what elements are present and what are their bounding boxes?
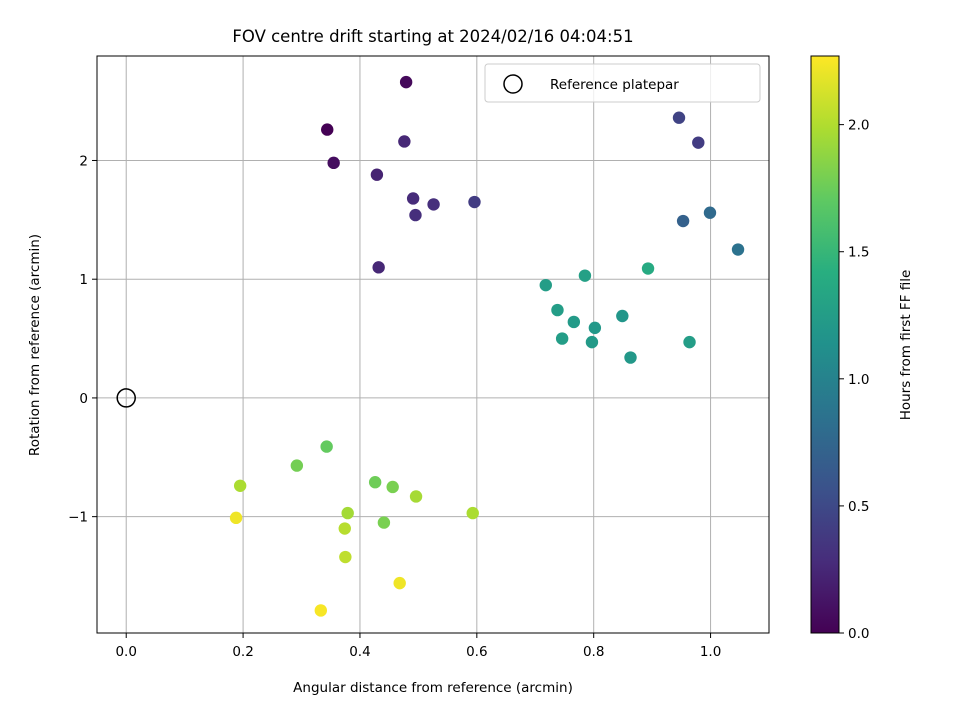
- data-point: [672, 111, 686, 124]
- data-point: [393, 576, 406, 590]
- data-point: [314, 604, 328, 617]
- data-point: [372, 261, 385, 274]
- chart-title: FOV centre drift starting at 2024/02/16 …: [232, 27, 633, 46]
- data-point: [585, 335, 599, 349]
- data-point: [386, 480, 399, 494]
- legend-label: Reference platepar: [550, 77, 679, 93]
- data-point: [683, 335, 696, 349]
- data-point: [368, 476, 382, 489]
- data-point: [427, 198, 440, 211]
- data-point: [624, 351, 637, 364]
- x-axis-label: Angular distance from reference (arcmin): [293, 680, 573, 696]
- data-point: [409, 490, 423, 503]
- data-point: [377, 516, 391, 529]
- data-point: [341, 506, 354, 520]
- x-tick-label: 0.6: [466, 644, 487, 660]
- data-points: [229, 75, 745, 617]
- data-point: [466, 506, 479, 520]
- y-tick-label: 2: [79, 153, 88, 169]
- colorbar-label: Hours from first FF file: [898, 270, 914, 421]
- x-tick-label: 0.4: [349, 644, 370, 660]
- data-point: [692, 136, 705, 149]
- colorbar: 0.0 0.5 1.0 1.5 2.0 Hours from first FF file: [810, 55, 914, 642]
- y-axis-ticks: −1 0 1 2: [68, 153, 97, 526]
- data-point: [578, 269, 592, 282]
- data-point: [321, 123, 334, 136]
- legend: Reference platepar: [484, 63, 761, 103]
- y-tick-label: −1: [68, 510, 88, 526]
- data-point: [290, 459, 304, 472]
- data-point: [539, 278, 552, 292]
- data-point: [703, 206, 717, 219]
- grid: [97, 56, 769, 633]
- data-point: [588, 321, 602, 335]
- legend-marker: [503, 74, 523, 94]
- data-point: [327, 156, 340, 170]
- x-tick-label: 1.0: [700, 644, 721, 660]
- data-point: [370, 168, 384, 181]
- y-axis-label: Rotation from reference (arcmin): [27, 234, 43, 456]
- data-point: [398, 135, 411, 148]
- x-axis-ticks: 0.0 0.2 0.4 0.6 0.8 1.0: [115, 633, 721, 660]
- colorbar-tick-label: 1.0: [848, 372, 869, 388]
- data-point: [567, 315, 581, 329]
- x-tick-label: 0.2: [232, 644, 253, 660]
- colorbar-tick-label: 2.0: [848, 118, 869, 134]
- data-point: [616, 309, 629, 323]
- y-tick-label: 1: [79, 272, 88, 288]
- x-tick-label: 0.0: [115, 644, 136, 660]
- data-point: [399, 75, 413, 89]
- data-point: [731, 243, 745, 256]
- data-point: [468, 195, 481, 209]
- data-point: [409, 208, 422, 222]
- data-point: [233, 479, 247, 492]
- data-point: [338, 522, 351, 535]
- colorbar-frame: [810, 55, 840, 634]
- data-point: [406, 192, 420, 205]
- legend-box: [484, 63, 761, 103]
- data-point: [320, 440, 333, 453]
- x-tick-label: 0.8: [583, 644, 604, 660]
- data-point: [229, 511, 243, 525]
- data-point: [339, 550, 352, 564]
- colorbar-tick-label: 1.5: [848, 245, 869, 261]
- plot-frame: [96, 55, 770, 634]
- colorbar-gradient: [811, 56, 839, 633]
- colorbar-tick-label: 0.0: [848, 626, 869, 642]
- reference-marker: [116, 388, 136, 408]
- data-point: [676, 214, 690, 228]
- colorbar-ticks: 0.0 0.5 1.0 1.5 2.0: [839, 118, 869, 642]
- data-point: [641, 262, 655, 275]
- data-point: [555, 332, 569, 345]
- colorbar-tick-label: 0.5: [848, 499, 869, 515]
- y-tick-label: 0: [79, 391, 88, 407]
- data-point: [551, 303, 564, 317]
